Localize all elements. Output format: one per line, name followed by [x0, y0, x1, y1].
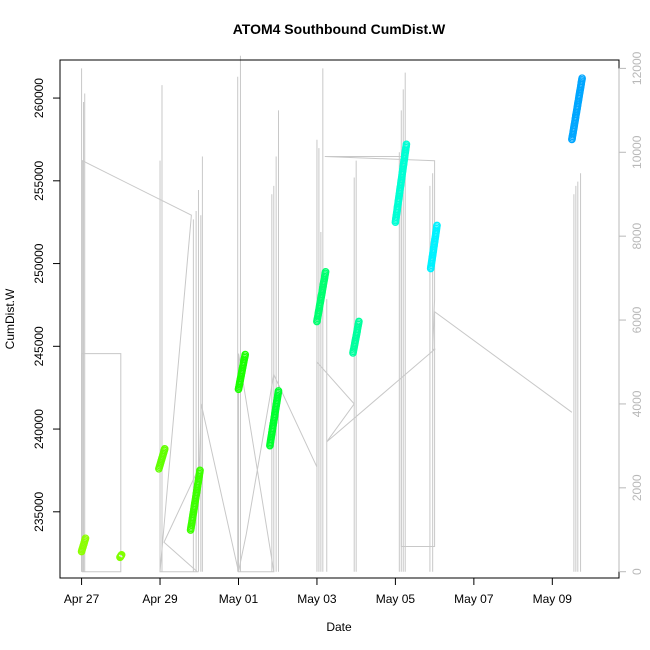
series-8	[349, 317, 363, 357]
series-11	[568, 74, 586, 144]
data-point	[274, 387, 283, 395]
right-tick-label: 6000	[630, 306, 644, 333]
data-point	[402, 140, 411, 149]
right-tick-label: 2000	[630, 474, 644, 501]
series-9	[391, 140, 411, 227]
data-point	[355, 317, 363, 326]
series-5	[234, 350, 250, 394]
x-tick-label: May 09	[533, 592, 573, 606]
series-7	[313, 267, 330, 326]
y-tick-label: 260000	[32, 78, 46, 118]
x-tick-label: May 07	[454, 592, 494, 606]
y-tick-label: 240000	[32, 409, 46, 449]
secondary-path	[81, 156, 573, 573]
x-axis: Apr 27 Apr 29 May 01 May 03 May 05 May 07 May …	[64, 577, 573, 606]
y-tick-label: 255000	[32, 160, 46, 200]
chart-title: ATOM4 Southbound CumDist.W	[233, 21, 446, 37]
right-tick-label: 0	[630, 568, 644, 575]
series-1	[77, 534, 90, 556]
series-10	[426, 221, 441, 273]
right-tick-label: 8000	[630, 222, 644, 249]
data-point	[433, 221, 441, 230]
x-tick-label: May 05	[376, 592, 416, 606]
right-tick-label: 4000	[630, 390, 644, 417]
right-tick-label: 12000	[630, 51, 644, 85]
data-point	[578, 74, 586, 83]
data-point	[160, 445, 169, 453]
y-tick-label: 235000	[32, 491, 46, 531]
y-tick-label: 245000	[32, 326, 46, 366]
data-point	[117, 550, 126, 559]
x-tick-label: May 03	[297, 592, 337, 606]
x-tick-label: May 01	[219, 592, 259, 606]
x-axis-label: Date	[326, 620, 352, 634]
data-point	[241, 350, 250, 359]
data-point	[81, 534, 90, 543]
right-tick-label: 10000	[630, 135, 644, 169]
y-axis-left: 235000 240000 245000 250000 255000 260000	[32, 78, 61, 532]
series-3	[155, 445, 169, 473]
x-tick-label: Apr 27	[64, 592, 100, 606]
data-point	[196, 466, 204, 475]
y-tick-label: 250000	[32, 243, 46, 283]
data-point	[321, 267, 330, 276]
y-axis-label: CumDist.W	[3, 288, 17, 349]
series-4	[186, 466, 204, 534]
y-axis-right: 0 2000 4000 6000 8000 10000 12000	[618, 51, 644, 575]
series-6	[266, 387, 283, 450]
x-tick-label: Apr 29	[142, 592, 178, 606]
points-layer	[77, 74, 586, 562]
series-2	[116, 550, 126, 562]
